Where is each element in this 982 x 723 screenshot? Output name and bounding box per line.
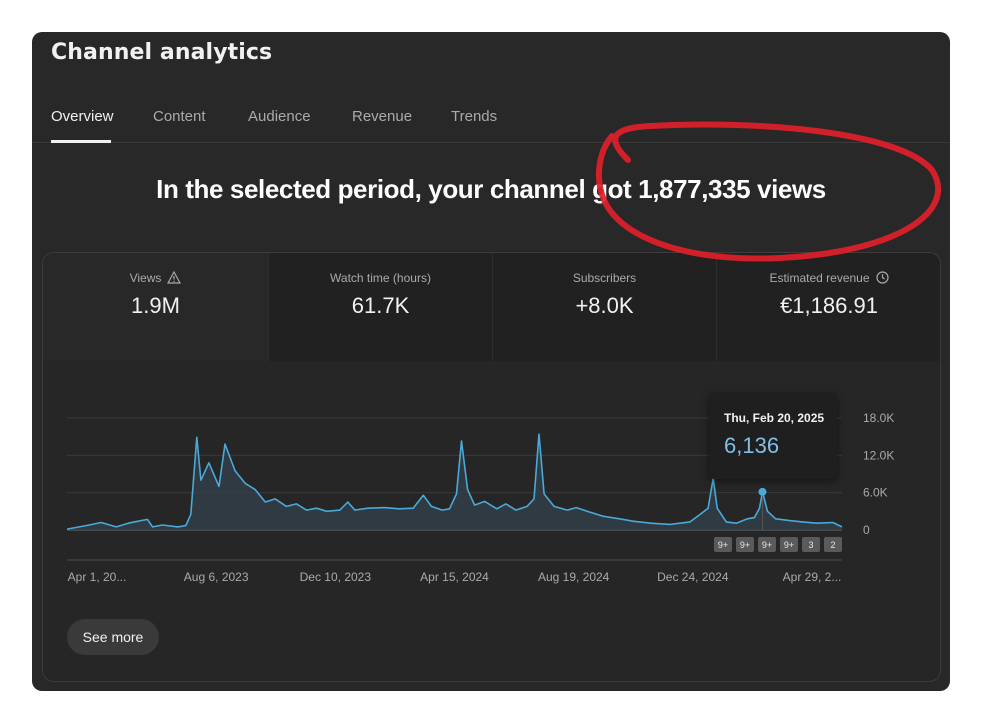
badge-label: 3 [808,540,813,550]
active-tab-indicator [51,140,111,143]
x-tick-label: Aug 6, 2023 [184,570,249,584]
tooltip-date: Thu, Feb 20, 2025 [724,411,825,425]
clock-icon[interactable] [875,271,889,284]
metric-value: €1,186.91 [780,293,878,318]
metric-label: Estimated revenue [769,271,870,285]
badge-label: 9+ [740,540,750,550]
chart-series-line [66,433,843,530]
y-tick-label: 0 [863,523,870,537]
badge-label: 9+ [718,540,728,550]
warning-icon[interactable] [167,270,182,284]
metric-value: 1.9M [131,293,180,318]
highlight-point [758,487,767,496]
comment-badge [824,537,842,552]
x-tick-label: Dec 10, 2023 [300,570,372,584]
analytics-panel: Channel analytics Overview Content Audie… [32,32,950,691]
x-tick-label: Apr 29, 2... [783,570,842,584]
x-tick-label: Aug 19, 2024 [538,570,610,584]
comment-badge [736,537,754,552]
metric-watch-time[interactable]: Watch time (hours) 61.7K [268,253,492,361]
page-title: Channel analytics [51,40,273,65]
tab-revenue[interactable]: Revenue [352,108,413,125]
metric-subscribers[interactable]: Subscribers +8.0K [492,253,716,361]
tooltip-value: 6,136 [724,433,780,458]
tab-audience[interactable]: Audience [248,108,311,125]
tab-bar: Overview Content Audience Revenue Trends [32,104,950,143]
tab-trends[interactable]: Trends [451,108,498,125]
x-tick-label: Dec 24, 2024 [657,570,729,584]
tab-content[interactable]: Content [153,108,206,125]
views-chart[interactable]: 0 6.0K 12.0K 18.0K Apr 1, 20... Aug 6, 2023 De… [43,253,940,681]
metrics-card: Views 1.9M Watch time (hours) 61.7K Subs… [42,252,941,682]
metric-label: Subscribers [572,271,637,285]
comment-badge [780,537,798,552]
metric-label: Views [129,271,162,285]
y-tick-label: 12.0K [863,448,894,462]
y-tick-label: 18.0K [863,411,894,425]
tab-overview[interactable]: Overview [51,108,114,125]
metric-value: +8.0K [575,293,634,318]
y-tick-label: 6.0K [863,486,888,500]
views-summary-headline: In the selected period, your channel got… [156,174,826,204]
metric-label: Watch time (hours) [330,271,431,285]
x-tick-label: Apr 1, 20... [68,570,127,584]
comment-badge [758,537,776,552]
chart-area-fill [67,434,842,530]
metric-views[interactable]: Views 1.9M [43,253,268,361]
metric-value: 61.7K [351,293,410,318]
badge-label: 9+ [762,540,772,550]
see-more-button[interactable]: See more [67,619,159,655]
badge-label: 2 [830,540,835,550]
comment-badge [802,537,820,552]
comment-badge [714,537,732,552]
metric-estimated-revenue[interactable]: Estimated revenue €1,186.91 [716,253,940,361]
x-tick-label: Apr 15, 2024 [420,570,489,584]
badge-label: 9+ [784,540,794,550]
chart-tooltip: Thu, Feb 20, 2025 6,136 [709,393,837,479]
